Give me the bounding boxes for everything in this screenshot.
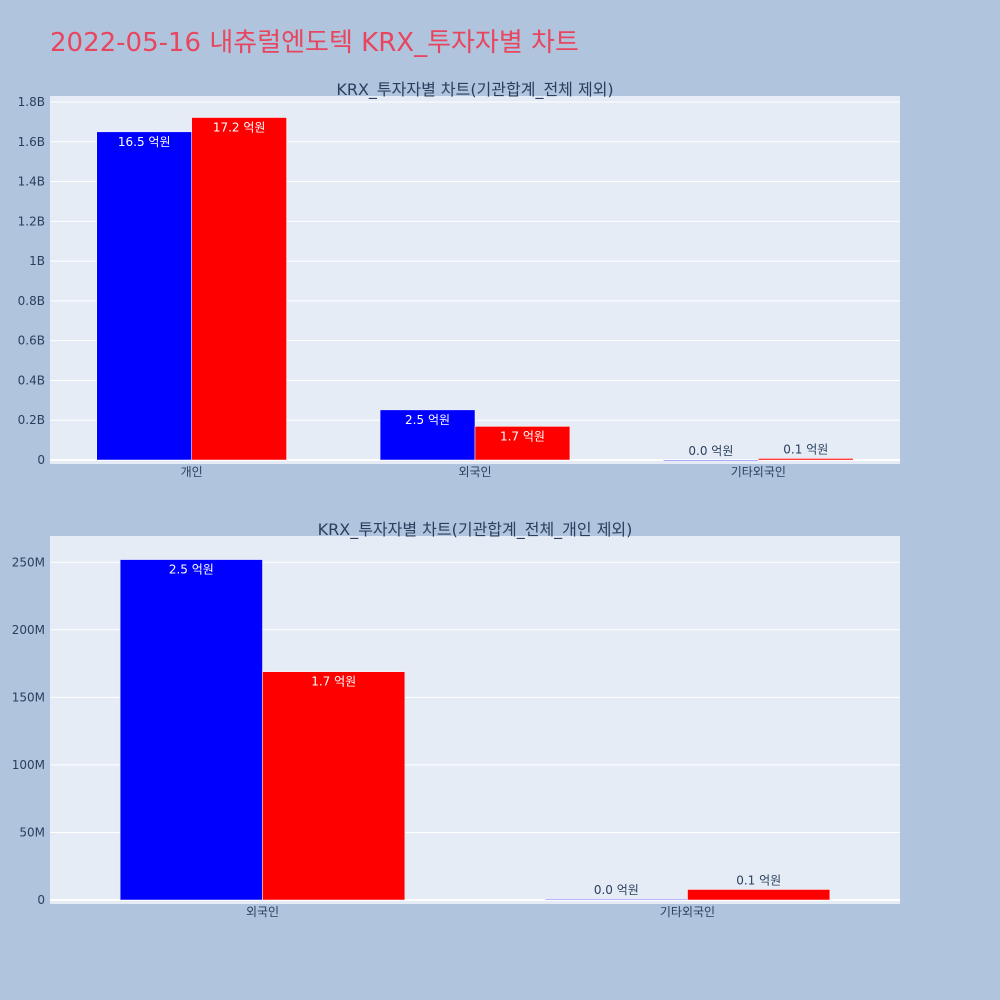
chart-2-bar-label: 1.7 억원: [311, 675, 356, 689]
chart-1-bar: [96, 131, 192, 461]
chart-1-bar-label: 16.5 억원: [118, 135, 171, 149]
chart-1-bar: [191, 117, 287, 461]
chart-1-bar-label: 1.7 억원: [500, 429, 545, 443]
chart-1-y-tick-label: 0: [37, 453, 45, 467]
chart-1-x-tick-label: 개인: [181, 465, 203, 479]
chart-2-y-tick-label: 250M: [12, 555, 45, 569]
chart-2-y-tick-label: 0: [37, 893, 45, 907]
chart-1-y-tick-label: 1.4B: [18, 175, 45, 189]
chart-1-y-tick-label: 1.8B: [18, 95, 45, 109]
chart-2-x-tick-label: 기타외국인: [660, 905, 715, 919]
chart-1-title: KRX_투자자별 차트(기관합계_전체 제외): [336, 80, 613, 100]
chart-2-bar: [262, 671, 406, 901]
chart-1-y-tick-label: 0.4B: [18, 373, 45, 387]
chart-1-x-tick-label: 외국인: [458, 465, 491, 479]
chart-2-bar-label: 0.0 억원: [594, 883, 639, 897]
chart-2-y-tick-label: 150M: [12, 690, 45, 704]
chart-2-y-tick-label: 50M: [19, 825, 45, 839]
chart-1-bar: [379, 409, 476, 461]
page-title: 2022-05-16 내츄럴엔도텍 KRX_투자자별 차트: [50, 28, 579, 58]
chart-2-title: KRX_투자자별 차트(기관합계_전체_개인 제외): [318, 520, 633, 540]
chart-1-x-tick-label: 기타외국인: [731, 465, 786, 479]
chart-2-bar: [544, 898, 688, 901]
chart-1-bar-label: 0.0 억원: [688, 444, 733, 458]
chart-1-bar-label: 17.2 억원: [213, 121, 266, 135]
chart-1-y-tick-label: 1B: [29, 254, 45, 268]
chart-2-bar: [119, 559, 263, 901]
chart-1-y-tick-label: 1.6B: [18, 135, 45, 149]
chart-2-bar-label: 0.1 억원: [736, 873, 781, 887]
chart-1-bar: [474, 426, 571, 461]
chart-1-y-tick-label: 0.8B: [18, 294, 45, 308]
chart-1-y-tick-label: 1.2B: [18, 214, 45, 228]
chart-1-bar: [758, 458, 854, 461]
chart-2-y-tick-label: 200M: [12, 623, 45, 637]
chart-1-y-tick-label: 0.6B: [18, 334, 45, 348]
chart-1-bar-label: 0.1 억원: [783, 442, 828, 456]
chart-1-y-tick-label: 0.2B: [18, 413, 45, 427]
chart-1-bar: [663, 459, 759, 461]
chart-2-x-tick-label: 외국인: [246, 905, 279, 919]
chart-2-bar: [687, 889, 831, 901]
chart-2-y-tick-label: 100M: [12, 758, 45, 772]
chart-1-bar-label: 2.5 억원: [405, 413, 450, 427]
chart-2-bar-label: 2.5 억원: [169, 563, 214, 577]
